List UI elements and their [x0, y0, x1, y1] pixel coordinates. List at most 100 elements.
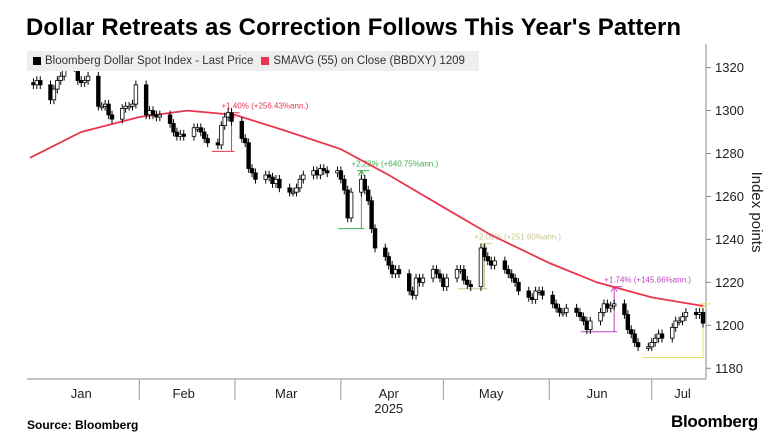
candle-body — [181, 133, 186, 137]
candle-body — [171, 123, 176, 133]
candle-body — [632, 333, 637, 343]
candle-body — [38, 80, 43, 86]
y-tick-label: 1180 — [715, 361, 743, 376]
candle-body — [622, 303, 627, 315]
candle-body — [420, 277, 426, 283]
x-tick-label: Jan — [71, 386, 92, 401]
candle-body — [577, 312, 583, 318]
bloomberg-logo: Bloomberg — [670, 412, 758, 431]
x-tick-label: May — [479, 386, 504, 401]
candle-body — [386, 256, 391, 266]
candle-body — [150, 110, 156, 116]
candle-body — [485, 256, 490, 262]
candle-body — [557, 307, 562, 313]
candle-body — [362, 178, 367, 191]
candle-body — [659, 333, 665, 339]
y-tick-label: 1260 — [715, 189, 744, 204]
candle-body — [465, 279, 470, 285]
candle-body — [369, 200, 374, 230]
candle-body — [434, 269, 439, 275]
y-tick-label: 1280 — [715, 146, 744, 161]
candle-body — [246, 142, 251, 169]
x-tick-label: Apr — [379, 386, 400, 401]
legend: Bloomberg Dollar Spot Index - Last Price… — [27, 51, 479, 71]
candle-body — [167, 114, 173, 124]
candle-body — [243, 138, 248, 144]
candle-body — [635, 342, 641, 348]
candle-body — [581, 316, 586, 322]
candle-body — [157, 114, 163, 118]
y-tick-label: 1320 — [715, 60, 744, 75]
legend-item-sma: SMAVG (55) on Close (BBDXY) 1209 — [261, 55, 465, 67]
candle-body — [96, 75, 101, 107]
candle-body — [321, 168, 326, 172]
candle-body — [506, 269, 511, 275]
year-label: 2025 — [374, 401, 403, 416]
candle-body — [297, 178, 303, 189]
candle-body — [560, 312, 566, 315]
legend-swatch-price — [33, 57, 41, 65]
chart-title: Dollar Retreats as Correction Follows Th… — [26, 14, 682, 41]
candle-body — [85, 75, 91, 81]
candle-body — [625, 314, 631, 331]
candle-body — [266, 174, 272, 178]
candle-body — [109, 114, 115, 120]
candle-body — [550, 294, 555, 305]
annotation-label: +2.09% (+251.60%ann.) — [474, 233, 561, 242]
candle-body — [396, 269, 402, 275]
x-tick-label: Feb — [173, 386, 195, 401]
candle-body — [290, 191, 296, 195]
candle-body — [205, 138, 210, 144]
x-tick-label: Mar — [275, 386, 298, 401]
annotation-label: +1.40% (+256.43%ann.) — [222, 102, 309, 111]
candle-body — [683, 312, 689, 318]
candle-body — [253, 172, 258, 180]
candle-body — [294, 187, 299, 193]
candle-body — [673, 320, 678, 328]
candle-body — [133, 84, 139, 105]
candle-body — [219, 125, 224, 146]
candle-body — [407, 273, 412, 292]
y-tick-label: 1220 — [715, 275, 744, 290]
candle-body — [461, 269, 467, 281]
candle-body — [348, 191, 354, 219]
candle-body — [502, 260, 508, 270]
candle-body — [130, 103, 135, 107]
candle-body — [318, 168, 323, 176]
x-tick-label: Jun — [587, 386, 608, 401]
candle-body — [482, 247, 487, 257]
candle-body — [202, 131, 207, 139]
candle-body — [99, 105, 104, 109]
candle-body — [444, 277, 449, 288]
candle-body — [492, 260, 497, 266]
candle-body — [366, 189, 371, 202]
candle-body — [342, 178, 347, 191]
candle-body — [277, 178, 282, 189]
candle-body — [676, 320, 682, 323]
candle-body — [468, 284, 473, 288]
candle-body — [700, 312, 706, 324]
candle-body — [516, 281, 521, 292]
candle-body — [509, 273, 514, 279]
legend-swatch-sma — [261, 57, 270, 65]
candle-body — [222, 116, 227, 127]
candle-body — [649, 342, 654, 348]
candle-body — [588, 320, 593, 331]
candle-body — [437, 273, 443, 279]
candle-body — [608, 305, 613, 309]
candle-body — [198, 127, 204, 133]
candle-body — [249, 168, 255, 174]
annotation-arrow — [357, 169, 365, 176]
candle-body — [564, 307, 569, 313]
candle-body — [383, 247, 388, 257]
candle-body — [126, 105, 132, 109]
candle-body — [58, 75, 63, 81]
candle-body — [629, 329, 634, 335]
y-axis-title: Index points — [748, 172, 765, 253]
x-tick-label: Jul — [674, 386, 691, 401]
annotation-label: +2.23% (+640.75%ann.) — [351, 160, 438, 169]
candle-body — [372, 228, 378, 249]
candle-body — [239, 120, 245, 139]
